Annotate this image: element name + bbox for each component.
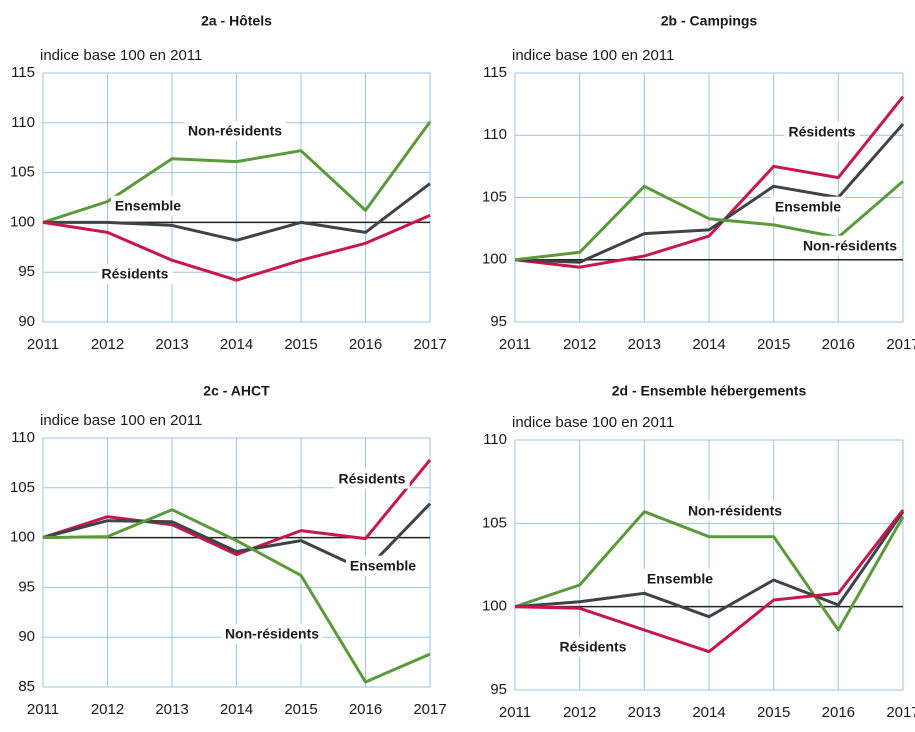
x-tick-label: 2015 bbox=[757, 704, 790, 721]
y-tick-label: 105 bbox=[10, 164, 35, 181]
series-line bbox=[514, 510, 905, 632]
series-label-bg bbox=[683, 500, 787, 521]
x-tick-label: 2012 bbox=[91, 336, 124, 353]
y-tick-label: 110 bbox=[483, 126, 507, 143]
x-tick-label: 2011 bbox=[499, 704, 531, 721]
series-label: Ensemble bbox=[115, 198, 181, 214]
y-tick-label: 100 bbox=[10, 529, 35, 546]
series-line bbox=[514, 510, 905, 619]
y-tick-label: 95 bbox=[490, 313, 507, 330]
x-tick-label: 2017 bbox=[886, 704, 915, 721]
series-label: Ensemble bbox=[775, 199, 841, 215]
series-line bbox=[514, 509, 905, 654]
x-tick-label: 2013 bbox=[628, 336, 661, 353]
chart-title: 2d - Ensemble hébergements bbox=[612, 383, 807, 399]
series-label-bg bbox=[183, 120, 287, 141]
x-tick-label: 2017 bbox=[413, 701, 446, 718]
series-label: Non-résidents bbox=[803, 238, 897, 254]
series-line bbox=[42, 508, 431, 684]
y-tick-label: 90 bbox=[18, 628, 35, 645]
series-label-bg bbox=[97, 263, 173, 284]
y-axis-label: indice base 100 en 2011 bbox=[512, 47, 674, 64]
series-label: Non-résidents bbox=[225, 626, 319, 642]
series-label: Non-résidents bbox=[688, 503, 782, 519]
x-tick-label: 2015 bbox=[284, 336, 317, 353]
x-tick-label: 2012 bbox=[563, 704, 596, 721]
chart-title: 2c - AHCT bbox=[203, 383, 270, 399]
x-tick-label: 2016 bbox=[349, 336, 382, 353]
x-tick-label: 2014 bbox=[692, 336, 725, 353]
y-tick-label: 110 bbox=[483, 431, 507, 448]
series-label-bg bbox=[770, 196, 846, 217]
y-tick-label: 115 bbox=[483, 64, 507, 81]
series-label-bg bbox=[220, 623, 324, 644]
y-tick-label: 100 bbox=[482, 251, 507, 268]
x-tick-label: 2017 bbox=[886, 336, 915, 353]
series-line bbox=[514, 95, 905, 269]
y-tick-label: 110 bbox=[11, 429, 35, 446]
y-tick-label: 95 bbox=[18, 263, 35, 280]
y-tick-label: 100 bbox=[10, 213, 35, 230]
series-label-bg bbox=[784, 121, 860, 142]
y-tick-label: 100 bbox=[482, 598, 507, 615]
y-tick-label: 105 bbox=[482, 188, 507, 205]
series-label: Ensemble bbox=[350, 558, 416, 574]
series-line bbox=[43, 182, 431, 242]
series-label-bg bbox=[345, 555, 421, 576]
y-axis-label: indice base 100 en 2011 bbox=[40, 47, 202, 64]
series-label: Non-résidents bbox=[188, 123, 282, 139]
y-tick-label: 95 bbox=[18, 578, 35, 595]
x-tick-label: 2016 bbox=[822, 704, 855, 721]
chart-title: 2b - Campings bbox=[661, 13, 758, 29]
series-label-bg bbox=[798, 235, 902, 256]
series-line bbox=[42, 458, 432, 556]
y-axis-label: indice base 100 en 2011 bbox=[512, 414, 674, 431]
y-tick-label: 90 bbox=[18, 313, 35, 330]
x-tick-label: 2016 bbox=[822, 336, 855, 353]
x-tick-label: 2016 bbox=[349, 701, 382, 718]
x-tick-label: 2013 bbox=[155, 336, 188, 353]
x-tick-label: 2011 bbox=[27, 701, 59, 718]
y-tick-label: 110 bbox=[11, 114, 35, 131]
x-tick-label: 2013 bbox=[628, 704, 661, 721]
series-label-bg bbox=[334, 468, 410, 489]
series-line bbox=[42, 120, 432, 224]
series-label-bg bbox=[555, 636, 631, 657]
series-label-bg bbox=[642, 568, 718, 589]
series-label: Résidents bbox=[560, 639, 627, 655]
y-tick-label: 115 bbox=[11, 64, 35, 81]
x-tick-label: 2015 bbox=[284, 701, 317, 718]
x-tick-label: 2011 bbox=[27, 336, 59, 353]
y-axis-label: indice base 100 en 2011 bbox=[40, 412, 202, 429]
y-tick-label: 105 bbox=[482, 514, 507, 531]
y-tick-label: 95 bbox=[490, 681, 507, 698]
chart-title: 2a - Hôtels bbox=[201, 13, 272, 29]
x-tick-label: 2013 bbox=[155, 701, 188, 718]
series-label: Résidents bbox=[339, 471, 406, 487]
series-label: Ensemble bbox=[647, 571, 713, 587]
x-tick-label: 2014 bbox=[692, 704, 725, 721]
y-tick-label: 105 bbox=[10, 479, 35, 496]
x-tick-label: 2014 bbox=[220, 336, 253, 353]
series-label: Résidents bbox=[102, 266, 169, 282]
y-tick-label: 85 bbox=[18, 678, 35, 695]
series-label-bg bbox=[110, 195, 186, 216]
x-tick-label: 2015 bbox=[757, 336, 790, 353]
series-label: Résidents bbox=[789, 124, 856, 140]
series-line bbox=[42, 214, 431, 282]
x-tick-label: 2017 bbox=[413, 336, 446, 353]
x-tick-label: 2012 bbox=[563, 336, 596, 353]
x-tick-label: 2011 bbox=[499, 336, 531, 353]
x-tick-label: 2014 bbox=[220, 701, 253, 718]
x-tick-label: 2012 bbox=[91, 701, 124, 718]
